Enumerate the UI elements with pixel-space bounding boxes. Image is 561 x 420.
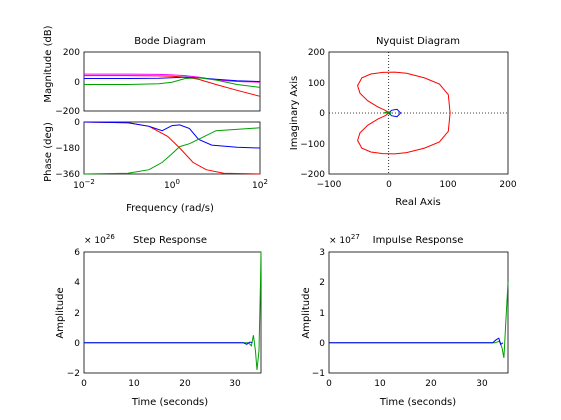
nyquist-y-tick-0: 0 [319,109,325,119]
step-xlabel: Time (seconds) [131,397,208,408]
bode-phase-plot-area [83,121,261,175]
bode-x-tick-0: 10−2 [73,178,95,191]
nyquist-line-red [357,71,451,155]
step-title: Step Response [133,235,207,246]
impulse-x-tick-0: 0 [326,379,332,389]
bode-phase-tick-neg360: −360 [55,170,80,180]
bode-phase-tick-neg180: −180 [55,144,80,154]
bode-title: Bode Diagram [134,36,206,47]
step-x-tick-0: 0 [81,379,87,389]
impulse-line-green [329,282,509,358]
step-y-tick-0: 0 [74,339,80,349]
nyquist-line-blue [388,108,402,118]
impulse-xlabel: Time (seconds) [379,397,456,408]
nyquist-ylabel: Imaginary Axis [289,76,300,150]
step-plot-area [83,251,262,374]
nyquist-y-tick-200: 200 [308,48,325,58]
bode-phase-series [83,121,261,175]
impulse-y-tick-0: 0 [319,339,325,349]
bode-x-tick-2: 102 [252,178,268,191]
bode-mag-line-magenta [84,73,261,83]
bode-phase-line-green [83,127,261,175]
bode-phase-line-blue [83,121,261,149]
bode-ylabel-phase: Phase (deg) [43,122,54,182]
step-x-tick-30: 30 [229,379,241,389]
bode-ylabel-magnitude: Magnitude (dB) [43,25,54,102]
step-y-tick-4: 4 [74,278,80,288]
impulse-series [329,282,509,358]
impulse-y-tick-2: 2 [319,278,325,288]
nyquist-x-tick-200: 200 [499,180,516,190]
bode-mag-tick-neg200: −200 [55,107,80,117]
impulse-y-tick-3: 3 [319,248,325,258]
nyquist-plot-area [328,51,509,175]
step-x-tick-10: 10 [128,379,140,389]
step-line-green [84,251,262,371]
step-y-tick-2: 2 [74,309,80,319]
step-line-blue [84,341,253,345]
impulse-y-tick-neg1: −1 [312,369,325,379]
bode-xlabel: Frequency (rad/s) [126,203,214,214]
nyquist-title: Nyquist Diagram [376,36,460,47]
nyquist-y-tick-neg200: −200 [300,170,325,180]
impulse-title: Impulse Response [373,235,464,246]
bode-x-tick-1: 100 [164,178,180,191]
step-y-tick-6: 6 [74,248,80,258]
nyquist-y-tick-neg100: −100 [300,140,325,150]
bode-mag-tick-200: 200 [63,48,80,58]
impulse-x-tick-30: 30 [476,379,488,389]
impulse-x-tick-10: 10 [374,379,386,389]
impulse-scale-factor: × 1027 [329,233,360,246]
nyquist-y-tick-100: 100 [308,79,325,89]
bode-phase-tick-0: 0 [74,118,80,128]
step-axes: 6 4 2 0 −2 0 10 20 30 [67,248,262,389]
impulse-line-blue [329,337,504,346]
nyquist-axes: 200 100 0 −100 −200 −100 0 100 200 [300,48,517,190]
impulse-x-tick-20: 20 [425,379,437,389]
bode-x-ticks: 10−2 100 102 [73,178,268,191]
impulse-ylabel: Amplitude [301,287,312,338]
step-scale-factor: × 1026 [84,233,115,246]
step-y-tick-neg2: −2 [67,369,80,379]
impulse-axes: 3 2 1 0 −1 0 10 20 30 [312,248,509,389]
nyquist-x-tick-100: 100 [439,180,456,190]
bode-mag-tick-0: 0 [74,78,80,88]
impulse-y-tick-1: 1 [319,309,325,319]
nyquist-x-tick-neg100: −100 [317,180,342,190]
bode-mag-line-blue [84,76,261,82]
nyquist-xlabel: Real Axis [395,197,440,208]
bode-phase-axes: 0 −180 −360 [55,118,261,180]
bode-mag-line-green [84,77,261,88]
nyquist-line-green [383,110,392,116]
impulse-plot-area [328,251,509,374]
step-series [84,251,262,371]
bode-magnitude-series [84,73,261,97]
bode-magnitude-axes: 200 0 −200 [55,48,261,117]
nyquist-series [357,71,451,155]
nyquist-x-tick-0: 0 [386,180,392,190]
step-x-tick-20: 20 [179,379,191,389]
step-ylabel: Amplitude [55,287,66,338]
